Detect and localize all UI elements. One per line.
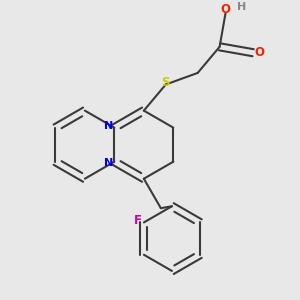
Text: S: S bbox=[161, 76, 170, 89]
Text: O: O bbox=[220, 3, 230, 16]
Text: N: N bbox=[104, 121, 114, 131]
Text: F: F bbox=[134, 214, 141, 227]
Text: O: O bbox=[254, 46, 264, 59]
Text: H: H bbox=[237, 2, 246, 13]
Text: N: N bbox=[104, 158, 114, 168]
